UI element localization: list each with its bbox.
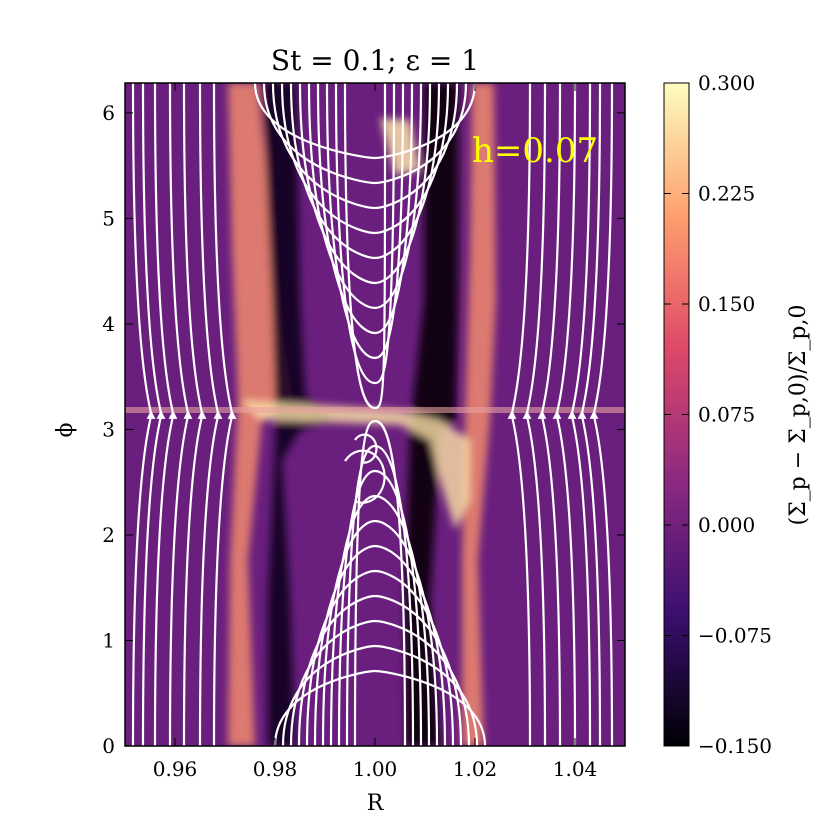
colorbar-tick-label: 0.075	[698, 403, 755, 427]
streamline	[198, 83, 223, 746]
streamline	[131, 83, 156, 746]
streamline	[552, 83, 577, 746]
y-tick-label: 4	[102, 312, 115, 336]
colorbar-tick-label: −0.075	[698, 624, 772, 648]
streamline	[589, 83, 614, 746]
streamline	[353, 419, 407, 746]
streamline	[305, 569, 455, 746]
streamline	[344, 449, 386, 504]
colorbar-tick-label: 0.225	[698, 182, 755, 206]
streamline	[289, 83, 441, 260]
streamline	[153, 83, 178, 746]
y-tick-label: 2	[102, 523, 115, 547]
outer-dense-ring	[462, 83, 496, 746]
streamline	[334, 83, 396, 385]
x-axis-ticks: 0.96 0.98 1.00 1.02 1.04	[153, 83, 598, 781]
chart-title: St = 0.1; ε = 1	[271, 44, 479, 77]
streamline	[321, 519, 439, 746]
x-tick-label: 1.04	[553, 757, 598, 781]
streamline	[280, 83, 450, 235]
streamline	[337, 469, 423, 746]
streamline	[577, 83, 602, 746]
x-tick-label: 0.98	[253, 757, 298, 781]
streamline	[316, 83, 414, 335]
streamline	[182, 83, 207, 746]
streamline	[262, 83, 468, 185]
y-tick-label: 1	[102, 628, 115, 652]
streamline	[507, 83, 532, 746]
streamline	[345, 444, 415, 746]
streamlines	[131, 83, 614, 746]
streamline	[343, 83, 387, 410]
x-axis-label: R	[367, 791, 385, 816]
y-tick-label: 0	[102, 734, 115, 758]
colorbar-tick-label: −0.150	[698, 734, 772, 758]
streamline	[212, 83, 237, 746]
streamline	[307, 83, 423, 310]
y-axis-label: ϕ	[53, 423, 78, 438]
y-tick-label: 6	[102, 101, 115, 125]
colorbar-tick-label: 0.150	[698, 292, 755, 316]
streamline	[325, 83, 405, 360]
plot-area	[125, 83, 625, 746]
streamline	[354, 433, 378, 464]
streamline	[537, 83, 562, 746]
colorbar-tick-label: 0.300	[698, 71, 755, 95]
y-tick-label: 5	[102, 206, 115, 230]
streamline	[567, 83, 592, 746]
streamline	[329, 494, 431, 746]
x-tick-label: 1.02	[453, 757, 498, 781]
streamline	[141, 83, 166, 746]
x-tick-label: 1.00	[353, 757, 398, 781]
streamline	[522, 83, 547, 746]
y-tick-label: 3	[102, 417, 115, 441]
colorbar-label: (Σ_p − Σ_p,0)/Σ_p,0	[786, 305, 811, 526]
annotation-h: h=0.07	[472, 131, 598, 171]
planet-azimuth-line	[125, 407, 625, 413]
colorbar-ticks: −0.150 −0.075 0.000 0.075 0.150 0.225 0.300	[664, 71, 772, 758]
density-features	[228, 83, 496, 746]
y-axis-ticks: 0 1 2 3 4 5 6	[102, 101, 625, 758]
streamline	[298, 83, 432, 285]
x-tick-label: 0.96	[153, 757, 198, 781]
colorbar-tick-label: 0.000	[698, 513, 755, 537]
streamline	[168, 83, 193, 746]
streamline	[313, 544, 447, 746]
